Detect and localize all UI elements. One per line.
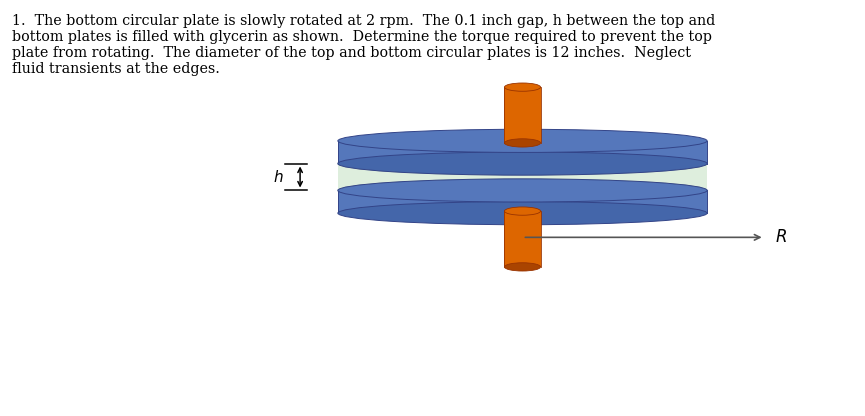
Polygon shape	[338, 141, 707, 163]
Polygon shape	[504, 211, 541, 267]
Polygon shape	[338, 191, 707, 213]
Ellipse shape	[504, 207, 541, 215]
Ellipse shape	[338, 179, 707, 202]
Polygon shape	[338, 163, 707, 191]
Text: 1.  The bottom circular plate is slowly rotated at 2 rpm.  The 0.1 inch gap, h b: 1. The bottom circular plate is slowly r…	[12, 14, 715, 77]
Text: h: h	[273, 169, 283, 185]
Ellipse shape	[338, 152, 707, 175]
Ellipse shape	[338, 179, 707, 202]
Ellipse shape	[338, 202, 707, 225]
Ellipse shape	[504, 139, 541, 147]
Text: R: R	[775, 228, 787, 246]
Polygon shape	[504, 87, 541, 143]
Ellipse shape	[338, 152, 707, 175]
Ellipse shape	[504, 263, 541, 271]
Ellipse shape	[504, 83, 541, 91]
Ellipse shape	[338, 129, 707, 152]
